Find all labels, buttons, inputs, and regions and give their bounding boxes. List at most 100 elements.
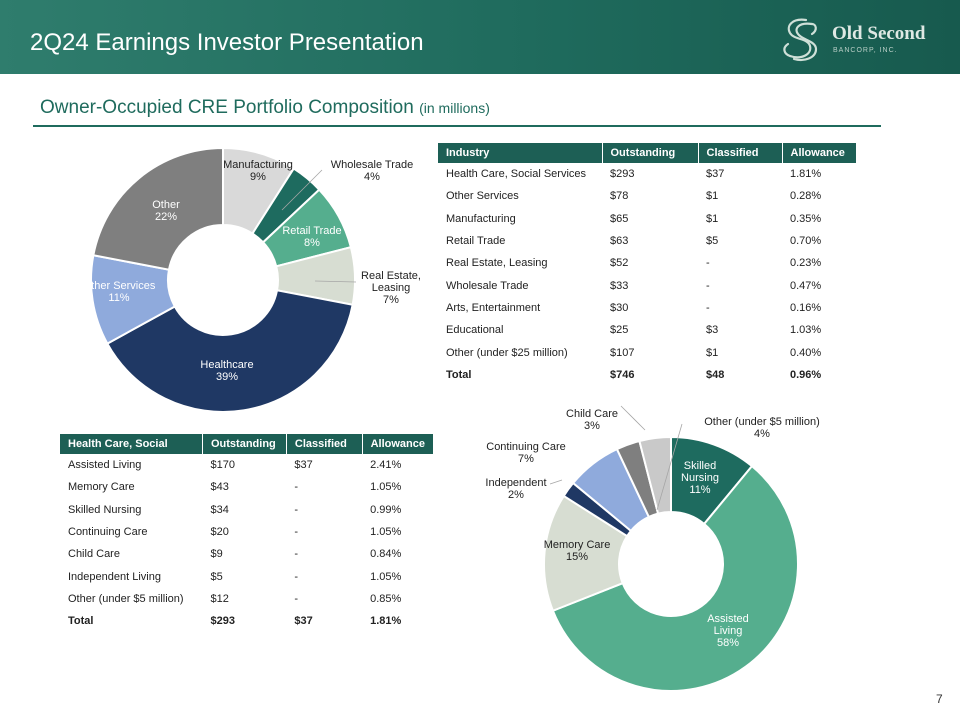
- cell: Other Services: [446, 190, 519, 203]
- cell: Other (under $25 million): [446, 346, 568, 359]
- cell: $63: [610, 235, 629, 248]
- leader-line: [620, 405, 646, 431]
- cell: -: [706, 279, 710, 292]
- cell: $1: [706, 190, 719, 203]
- table-row: Arts, Entertainment $30 - 0.16%: [438, 297, 856, 319]
- cell: Health Care, Social Services: [446, 168, 587, 181]
- cell: -: [706, 301, 710, 314]
- slice-label-other-under-5-million: Other (under $5 million) 4%: [704, 416, 820, 440]
- cell: 1.03%: [790, 324, 822, 337]
- cell: Child Care: [68, 548, 120, 561]
- table-header-row: Health Care, Social Outstanding Classifi…: [60, 434, 433, 454]
- slice-label-child-care: Child Care 3%: [566, 408, 618, 432]
- table-row: Other (under $5 million) $12 - 0.85%: [60, 588, 433, 610]
- title-divider: [33, 125, 881, 127]
- company-logo: Old Second BANCORP, INC.: [776, 14, 946, 64]
- cell: Real Estate, Leasing: [446, 257, 548, 270]
- table-row: Continuing Care $20 - 1.05%: [60, 521, 433, 543]
- cell: Wholesale Trade: [446, 279, 529, 292]
- cell: Educational: [446, 324, 504, 337]
- table-header-row: Industry Outstanding Classified Allowanc…: [438, 143, 856, 163]
- cell: Total: [446, 368, 472, 381]
- cell: $30: [610, 301, 629, 314]
- col-allowance: Allowance: [782, 143, 856, 163]
- section-title-text: Owner-Occupied CRE Portfolio Composition: [40, 97, 414, 118]
- cell: -: [294, 570, 299, 583]
- col-outstanding: Outstanding: [602, 143, 699, 163]
- table-row: Assisted Living $170 $37 2.41%: [60, 454, 433, 476]
- cell: 0.70%: [790, 235, 822, 248]
- slice-label-continuing-care: Continuing Care 7%: [486, 441, 566, 465]
- cell: $25: [610, 324, 629, 337]
- slice-label-manufacturing: Manufacturing 9%: [223, 159, 293, 183]
- page-number: 7: [936, 692, 943, 706]
- cell: -: [294, 526, 299, 539]
- cell: 0.47%: [790, 279, 822, 292]
- col-health-care: Health Care, Social: [60, 434, 203, 454]
- header-bar: 2Q24 Earnings Investor Presentation Old …: [0, 0, 960, 74]
- cell: $34: [210, 503, 229, 516]
- slice-assisted-living: [551, 464, 799, 692]
- section-title-unit: (in millions): [419, 100, 490, 116]
- table-row: Manufacturing $65 $1 0.35%: [438, 208, 856, 230]
- cell: Manufacturing: [446, 212, 516, 225]
- cell: 0.85%: [370, 592, 402, 605]
- col-classified: Classified: [286, 434, 363, 454]
- col-outstanding: Outstanding: [202, 434, 287, 454]
- cell: $746: [610, 368, 635, 381]
- cell: 0.16%: [790, 301, 822, 314]
- cell: Skilled Nursing: [68, 503, 142, 516]
- cell: Arts, Entertainment: [446, 301, 541, 314]
- healthcare-table: Health Care, Social Outstanding Classifi…: [60, 434, 433, 632]
- cell: -: [294, 592, 299, 605]
- table-row: Wholesale Trade $33 - 0.47%: [438, 274, 856, 296]
- slice-label-memory-care: Memory Care 15%: [544, 539, 611, 563]
- slice-label-retail-trade: Retail Trade 8%: [282, 225, 341, 249]
- leader-line: [281, 169, 323, 211]
- cell: $107: [610, 346, 635, 359]
- cell: $78: [610, 190, 629, 203]
- table-row: Real Estate, Leasing $52 - 0.23%: [438, 252, 856, 274]
- logo-name: Old Second: [832, 23, 926, 44]
- cell: $37: [294, 615, 313, 628]
- cell: $52: [610, 257, 629, 270]
- slice-label-healthcare: Healthcare 39%: [200, 359, 253, 383]
- cell: 0.96%: [790, 368, 822, 381]
- slice-label-other-services: Other Services 11%: [83, 280, 156, 304]
- cell: 2.41%: [370, 459, 402, 472]
- cell: 1.05%: [370, 481, 402, 494]
- cell: 0.40%: [790, 346, 822, 359]
- cell: 0.84%: [370, 548, 402, 561]
- cell: $43: [210, 481, 229, 494]
- cell: $5: [210, 570, 223, 583]
- cell: -: [294, 481, 299, 494]
- table-row: Other (under $25 million) $107 $1 0.40%: [438, 341, 856, 363]
- slice-label-independent: Independent 2%: [485, 477, 546, 501]
- cell: Continuing Care: [68, 526, 148, 539]
- cell: $170: [210, 459, 235, 472]
- healthcare-donut-chart: Skilled Nursing 11% Assisted Living 58% Memory…: [485, 405, 820, 692]
- cell: $1: [706, 346, 719, 359]
- cell: -: [294, 548, 299, 561]
- leader-line: [656, 423, 683, 511]
- cell: Memory Care: [68, 481, 135, 494]
- cell: Assisted Living: [68, 459, 142, 472]
- presentation-title: 2Q24 Earnings Investor Presentation: [30, 29, 424, 56]
- table-row: Memory Care $43 - 1.05%: [60, 476, 433, 498]
- col-classified: Classified: [698, 143, 783, 163]
- cell: $65: [610, 212, 629, 225]
- interlocked-s-logo-icon: [783, 18, 818, 62]
- cell: 0.23%: [790, 257, 822, 270]
- leader-line: [549, 479, 563, 485]
- cell: $33: [610, 279, 629, 292]
- table-row: Health Care, Social Services $293 $37 1.81%: [438, 163, 856, 185]
- cell: $293: [210, 615, 235, 628]
- table-row: Child Care $9 - 0.84%: [60, 543, 433, 565]
- table-row: Independent Living $5 - 1.05%: [60, 565, 433, 587]
- cell: $48: [706, 368, 725, 381]
- col-allowance: Allowance: [362, 434, 433, 454]
- cell: 0.35%: [790, 212, 822, 225]
- section-title: Owner-Occupied CRE Portfolio Composition…: [40, 97, 490, 119]
- slice-label-assisted-living: Assisted Living 58%: [707, 613, 749, 649]
- table-row: Educational $25 $3 1.03%: [438, 319, 856, 341]
